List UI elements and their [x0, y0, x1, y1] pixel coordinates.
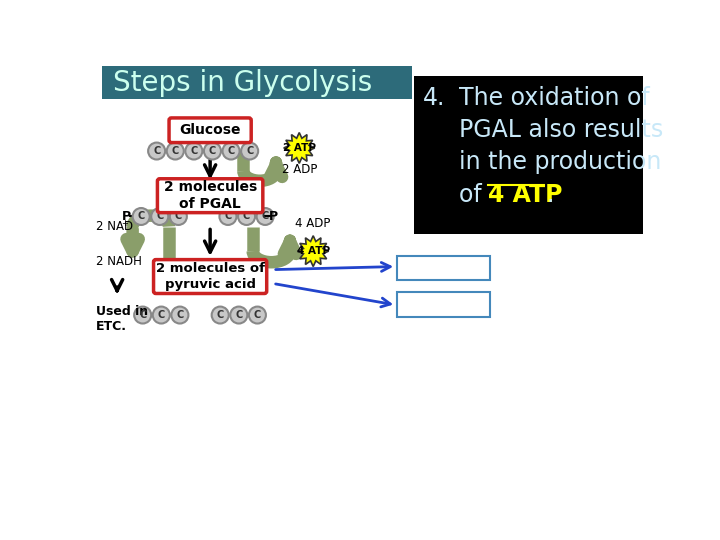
- Circle shape: [167, 143, 184, 159]
- Text: P: P: [122, 210, 131, 223]
- Text: Steps in Glycolysis: Steps in Glycolysis: [113, 69, 372, 97]
- Circle shape: [170, 208, 187, 225]
- Circle shape: [220, 208, 236, 225]
- Text: C: C: [190, 146, 197, 156]
- Text: C: C: [235, 310, 243, 320]
- Text: Glucose: Glucose: [179, 123, 241, 137]
- Text: C: C: [253, 310, 261, 320]
- Text: 4 ADP: 4 ADP: [295, 217, 330, 230]
- Text: C: C: [156, 212, 163, 221]
- Circle shape: [222, 143, 240, 159]
- FancyBboxPatch shape: [397, 256, 490, 280]
- Text: C: C: [139, 310, 146, 320]
- Circle shape: [230, 307, 248, 323]
- Circle shape: [204, 143, 221, 159]
- Circle shape: [151, 208, 168, 225]
- Text: 2 ADP: 2 ADP: [282, 163, 318, 176]
- Circle shape: [256, 208, 274, 225]
- Text: C: C: [261, 212, 269, 221]
- Text: 2 NADH: 2 NADH: [96, 255, 142, 268]
- Circle shape: [185, 143, 202, 159]
- Text: 4 ATP: 4 ATP: [297, 246, 330, 256]
- FancyBboxPatch shape: [153, 260, 266, 294]
- Circle shape: [148, 143, 165, 159]
- Text: C: C: [175, 212, 182, 221]
- Text: 2 molecules
of PGAL: 2 molecules of PGAL: [163, 180, 257, 211]
- Text: 2 molecules of
pyruvic acid: 2 molecules of pyruvic acid: [156, 262, 265, 291]
- Text: C: C: [158, 310, 165, 320]
- Circle shape: [238, 208, 255, 225]
- Text: C: C: [209, 146, 216, 156]
- Text: C: C: [217, 310, 224, 320]
- FancyBboxPatch shape: [102, 65, 412, 99]
- Text: C: C: [228, 146, 235, 156]
- Text: +: +: [121, 219, 128, 228]
- Text: in the production: in the production: [459, 150, 661, 174]
- Text: PGAL also results: PGAL also results: [459, 118, 663, 142]
- Circle shape: [241, 143, 258, 159]
- FancyBboxPatch shape: [414, 76, 642, 234]
- Text: of: of: [459, 183, 497, 207]
- Text: 4 ATP: 4 ATP: [488, 183, 563, 207]
- Circle shape: [132, 208, 150, 225]
- Text: C: C: [243, 212, 250, 221]
- Circle shape: [134, 307, 151, 323]
- Text: Used in
ETC.: Used in ETC.: [96, 305, 148, 333]
- Text: The oxidation of: The oxidation of: [459, 85, 649, 110]
- Circle shape: [212, 307, 229, 323]
- Text: P: P: [269, 210, 278, 223]
- Circle shape: [249, 307, 266, 323]
- Text: C: C: [176, 310, 184, 320]
- Text: C: C: [153, 146, 161, 156]
- Text: C: C: [138, 212, 145, 221]
- Polygon shape: [297, 236, 329, 267]
- Text: C: C: [171, 146, 179, 156]
- Text: C: C: [246, 146, 253, 156]
- FancyBboxPatch shape: [169, 118, 251, 143]
- Circle shape: [171, 307, 189, 323]
- Polygon shape: [284, 132, 315, 164]
- FancyBboxPatch shape: [158, 179, 263, 213]
- Circle shape: [153, 307, 170, 323]
- Text: .: .: [546, 183, 554, 207]
- Text: C: C: [225, 212, 232, 221]
- Text: 2 NAD: 2 NAD: [96, 220, 133, 233]
- Text: 2 ATP: 2 ATP: [283, 143, 316, 153]
- FancyBboxPatch shape: [397, 292, 490, 316]
- Text: 4.: 4.: [423, 85, 446, 110]
